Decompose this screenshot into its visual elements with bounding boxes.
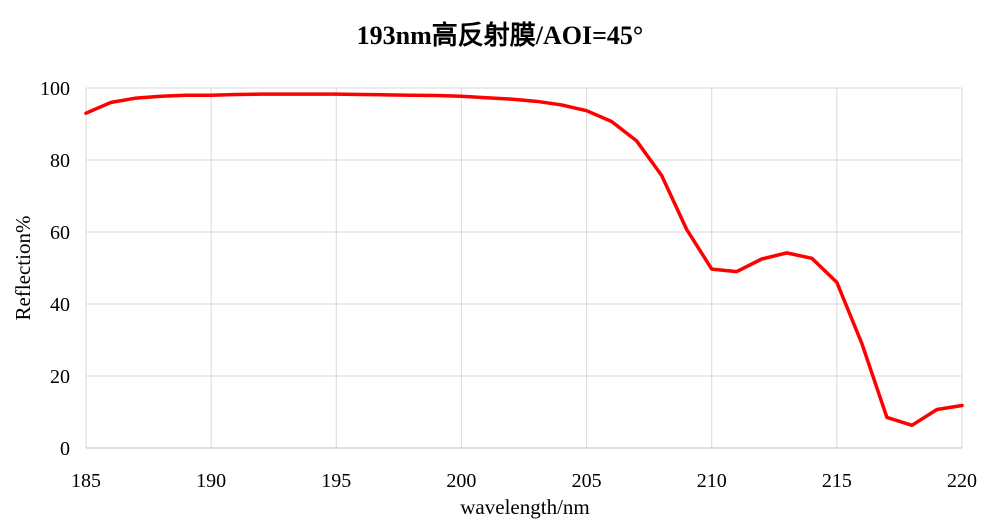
y-axis: 0 20 40 60 80 100	[40, 78, 70, 460]
y-tick-label: 40	[50, 294, 70, 316]
y-tick-label: 80	[50, 150, 70, 172]
x-tick-label: 220	[947, 470, 977, 492]
x-axis: 185 190 195 200 205 210 215 220	[71, 447, 977, 492]
reflection-series-line	[84, 92, 964, 428]
y-tick-label: 20	[50, 366, 70, 388]
chart-title: 193nm高反射膜/AOI=45°	[357, 20, 644, 50]
x-tick-label: 185	[71, 470, 101, 492]
x-tick-label: 215	[822, 470, 852, 492]
series-layer	[84, 92, 964, 428]
y-tick-label: 100	[40, 78, 70, 100]
y-axis-label: Reflection%	[11, 216, 35, 321]
y-tick-label: 0	[60, 438, 70, 460]
x-tick-label: 195	[321, 470, 351, 492]
x-tick-label: 190	[196, 470, 226, 492]
y-tick-label: 60	[50, 222, 70, 244]
x-tick-label: 205	[572, 470, 602, 492]
x-tick-label: 200	[446, 470, 476, 492]
grid-lines	[85, 87, 963, 448]
x-axis-label: wavelength/nm	[460, 495, 589, 519]
x-tick-label: 210	[697, 470, 727, 492]
